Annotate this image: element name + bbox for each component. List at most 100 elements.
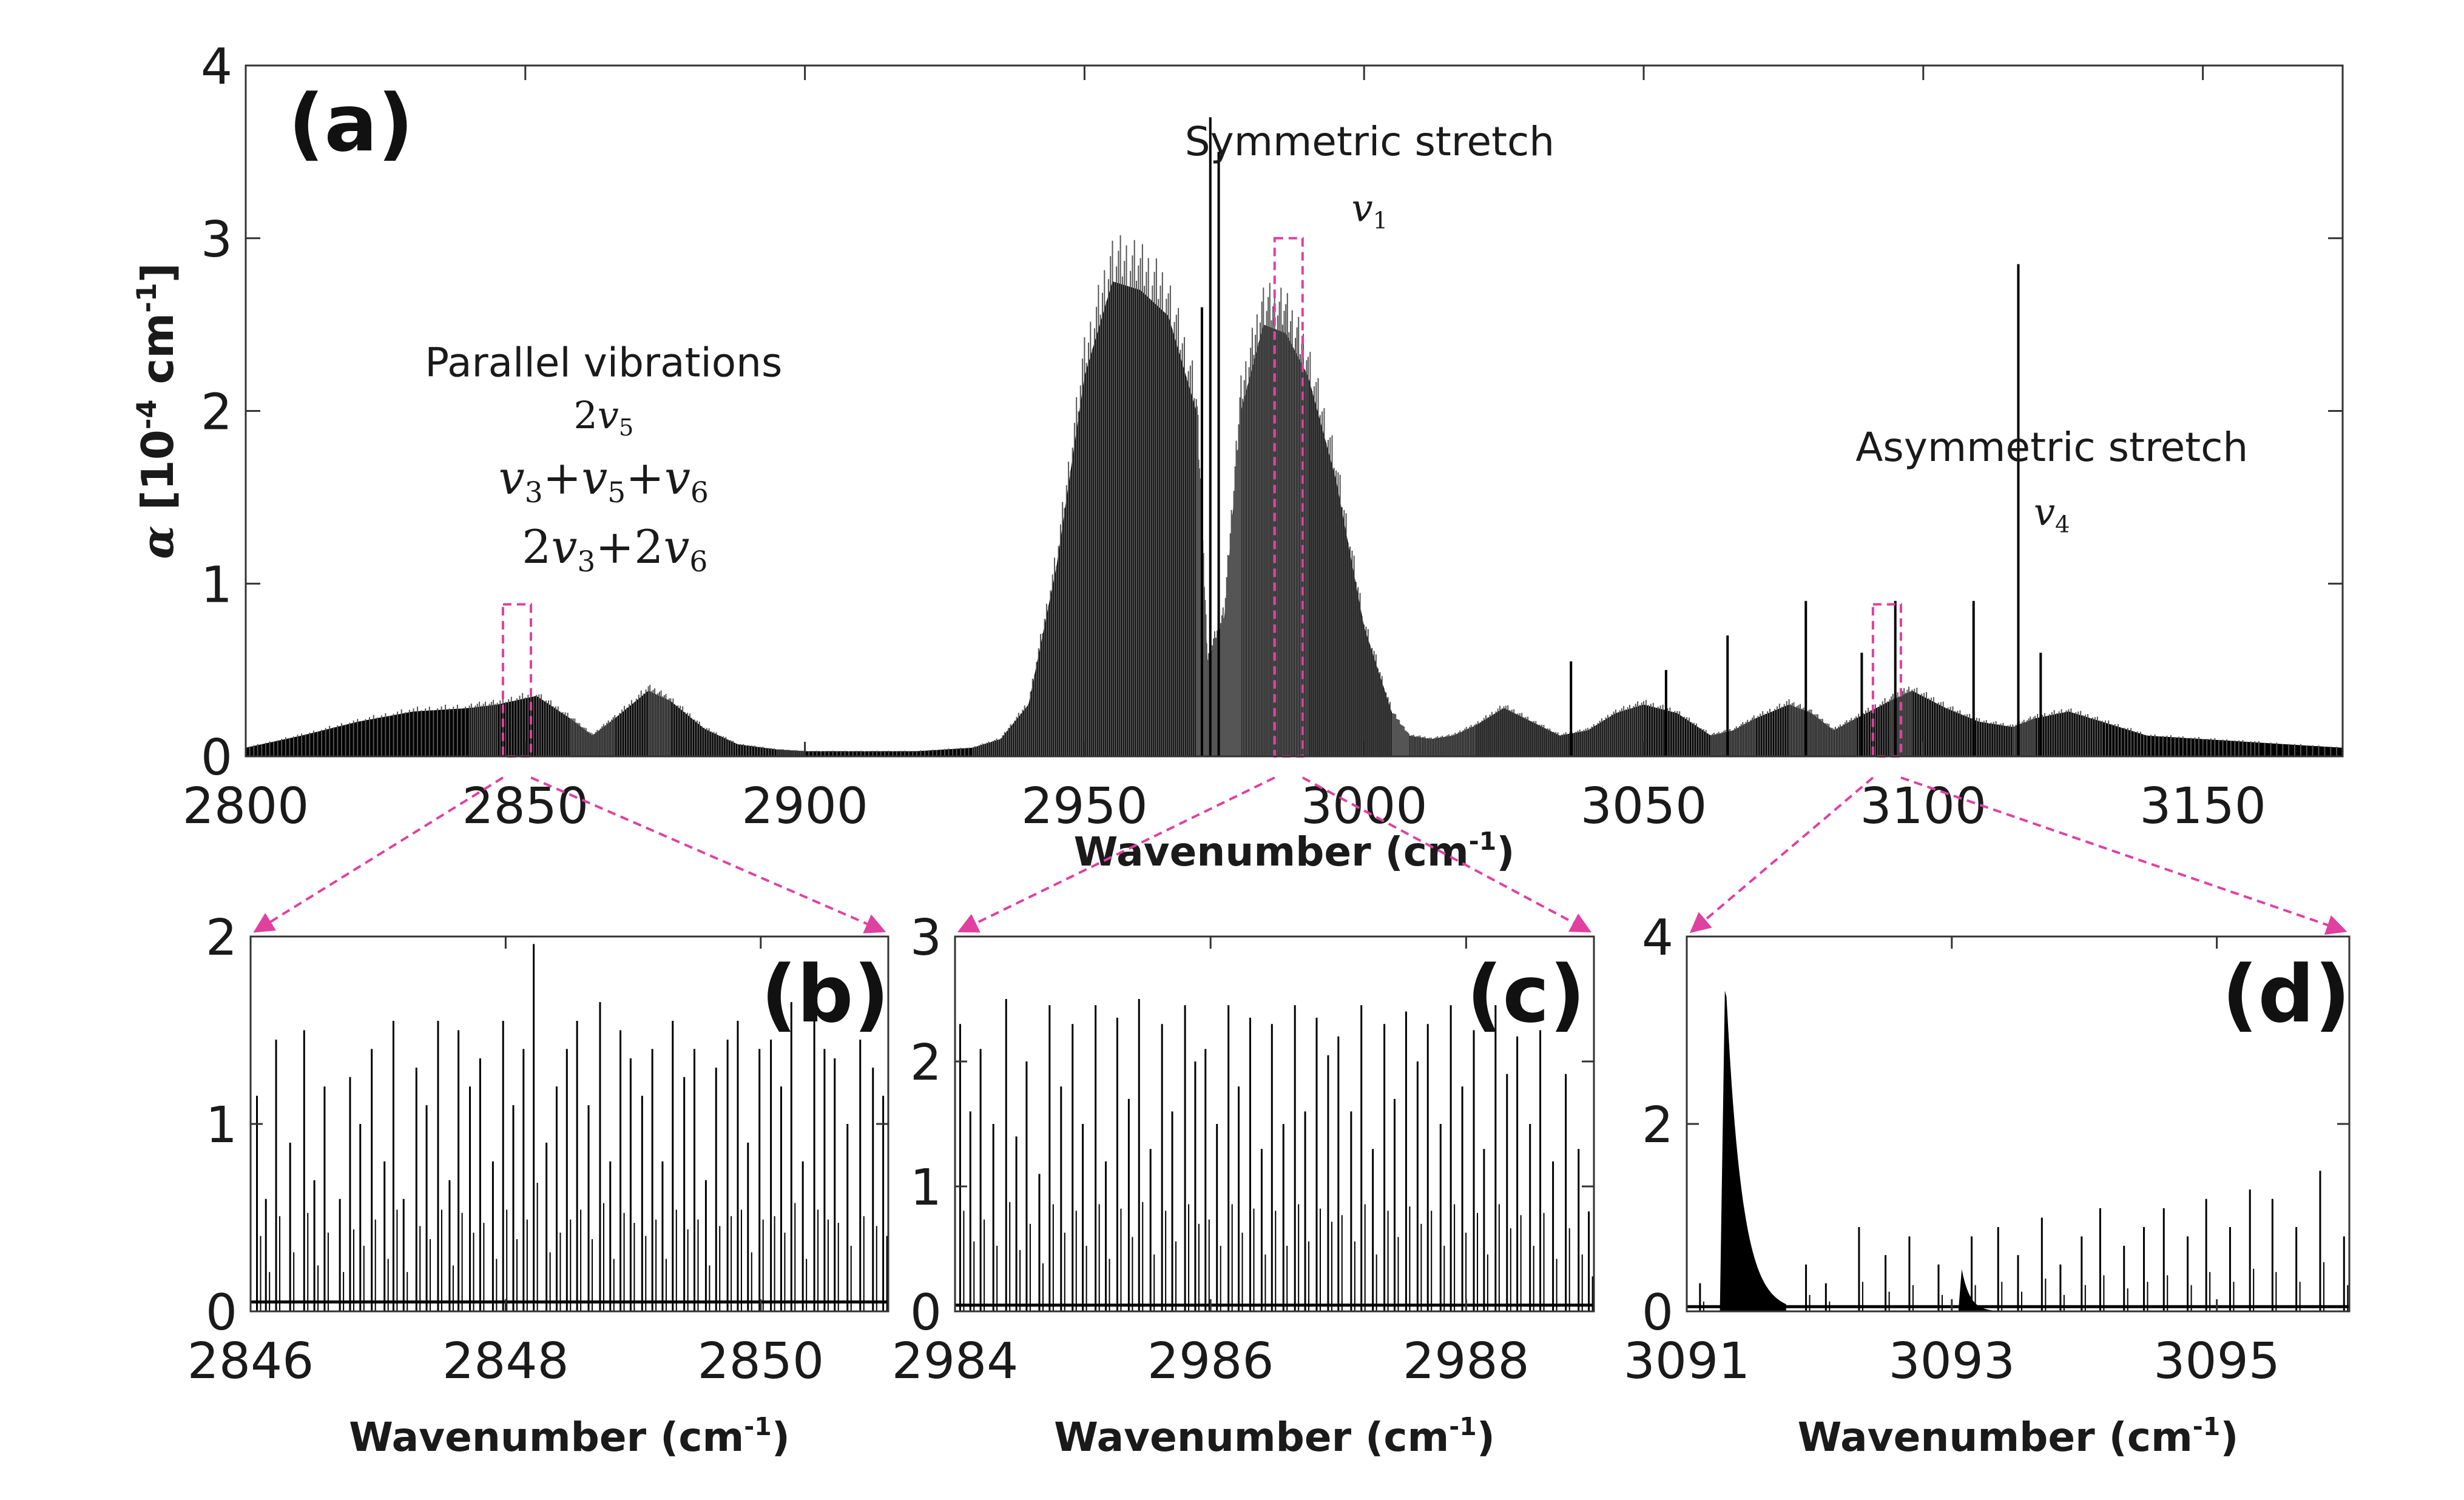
y-tick-label: 1	[201, 556, 232, 614]
y-tick-label: 2	[910, 1034, 942, 1092]
y-tick-label: 2	[206, 909, 237, 967]
zoom-arrow-right-0	[530, 776, 886, 933]
plus: +	[543, 451, 582, 505]
annotation-0: Parallel vibrations	[425, 340, 782, 386]
plus: +2	[595, 520, 663, 574]
y-tick-label: 0	[206, 1284, 237, 1342]
y-axis-label-pre: [10	[132, 429, 183, 525]
x-tick-label: 3050	[1581, 778, 1707, 835]
band-head	[1720, 990, 1786, 1311]
x-axis-label-sup: -1	[744, 1412, 771, 1441]
sub: 6	[689, 545, 707, 579]
traces	[1687, 990, 2349, 1311]
sub: 3	[577, 545, 595, 579]
y-tick-label: 4	[1642, 909, 1673, 967]
y-axis-label-sup1: -4	[131, 400, 163, 430]
zoom-box-2	[1871, 603, 1902, 758]
x-axis-label-close: )	[772, 1414, 790, 1461]
sub: 5	[619, 414, 633, 442]
panel-label: (c)	[1467, 948, 1585, 1040]
panel-d: 3091 3093 3095 0 2 4 Wavenumber (cm-1) (d)	[1624, 909, 2351, 1461]
y-axis-label: α [10-4 cm-1]	[131, 263, 183, 559]
x-axis-label: Wavenumber (cm-1)	[1798, 1412, 2239, 1461]
panel-b: 2846 2848 2850 0 1 2 Wavenumber (cm-1) (b)	[187, 909, 889, 1461]
y-tick-label: 0	[1642, 1284, 1673, 1342]
v: v	[2034, 489, 2055, 534]
sub: 3	[525, 476, 543, 510]
x-axis-label-main: Wavenumber (cm	[1054, 1414, 1449, 1461]
label-v1: v1	[1352, 186, 1388, 234]
x-tick-label: 2950	[1021, 778, 1148, 835]
traces	[251, 944, 888, 1311]
plot-frame	[954, 935, 1595, 1313]
y-tick-label: 0	[201, 729, 232, 787]
x-tick-label: 3095	[2153, 1333, 2280, 1390]
plus: +	[626, 451, 664, 505]
y-axis-label-post: ]	[132, 263, 183, 283]
label-v4: v4	[2034, 489, 2070, 538]
x-tick-label: 3100	[1860, 778, 1986, 835]
y-tick-label: 1	[910, 1159, 942, 1217]
v: v	[664, 451, 690, 505]
x-axis-label: Wavenumber (cm-1)	[349, 1412, 790, 1461]
label-v3-v5-v6: v3+v5+v6	[499, 451, 709, 510]
y-tick-label: 4	[201, 38, 232, 96]
v: v	[581, 451, 607, 505]
x-tick-label: 2846	[187, 1333, 314, 1390]
x-axis-label-main: Wavenumber (cm	[1074, 829, 1469, 875]
label-2v3-2v6: 2v3+2v6	[522, 520, 707, 579]
panels: 2800 2850 2900 2950 3000 3050 3100 315001234Wav…	[131, 38, 2351, 1461]
zoom-arrow-left-1	[957, 776, 1275, 933]
v: v	[663, 520, 689, 574]
zoom-arrow-left-2	[1689, 776, 1874, 933]
x-axis-label-sup: -1	[2193, 1412, 2220, 1441]
panel-label: (a)	[288, 77, 414, 169]
traces	[955, 999, 1594, 1311]
annotation-2: Asymmetric stretch	[1855, 424, 2248, 471]
y-axis-label-mid: cm	[132, 313, 183, 400]
x-tick-label: 2900	[741, 778, 868, 835]
y-tick-label: 0	[910, 1284, 942, 1342]
panel-label: (b)	[761, 948, 889, 1040]
zoom-arrow-right-1	[1301, 776, 1591, 933]
coef: 2	[522, 520, 551, 574]
panel-label: (d)	[2222, 948, 2351, 1040]
v: v	[499, 451, 525, 505]
label-2v5: 2v5	[573, 393, 633, 442]
x-tick-label: 2986	[1147, 1333, 1274, 1390]
x-tick-label: 3093	[1888, 1333, 2015, 1390]
y-axis-label-alpha: α	[132, 525, 183, 559]
x-axis-label-sup: -1	[1449, 1412, 1476, 1441]
x-tick-label: 2988	[1403, 1333, 1530, 1390]
v: v	[551, 520, 577, 574]
x-tick-label: 2848	[442, 1333, 569, 1390]
x-tick-label: 2850	[697, 1333, 824, 1390]
x-tick-label: 2850	[462, 778, 589, 835]
x-axis-label: Wavenumber (cm-1)	[1074, 827, 1515, 875]
panel-a: 2800 2850 2900 2950 3000 3050 3100 315001234Wav…	[131, 38, 2344, 875]
x-tick-label: 2800	[183, 778, 309, 835]
x-axis-label-sup: -1	[1469, 827, 1496, 856]
v: v	[598, 393, 619, 437]
zoom-box-0	[501, 603, 533, 758]
annotation-1: Symmetric stretch	[1185, 118, 1554, 165]
traces	[245, 117, 2343, 756]
x-tick-label: 2984	[892, 1333, 1019, 1390]
x-axis-label-main: Wavenumber (cm	[349, 1414, 744, 1461]
x-tick-label: 3150	[2139, 778, 2266, 835]
y-tick-label: 2	[201, 384, 232, 442]
band-head-small	[1958, 1269, 1992, 1311]
v: v	[1352, 186, 1373, 230]
y-tick-label: 3	[910, 909, 942, 967]
x-axis-label-close: )	[1496, 829, 1514, 875]
y-tick-label: 3	[201, 211, 232, 269]
x-axis-label-close: )	[1477, 1414, 1495, 1461]
sub: 4	[2055, 511, 2070, 538]
zoom-arrow-left-0	[253, 776, 504, 933]
x-axis-label-close: )	[2220, 1414, 2238, 1461]
y-tick-label: 1	[206, 1097, 237, 1154]
y-tick-label: 2	[1642, 1097, 1673, 1154]
x-axis-label: Wavenumber (cm-1)	[1054, 1412, 1495, 1461]
sub: 1	[1373, 207, 1388, 234]
x-axis-label-main: Wavenumber (cm	[1798, 1414, 2193, 1461]
